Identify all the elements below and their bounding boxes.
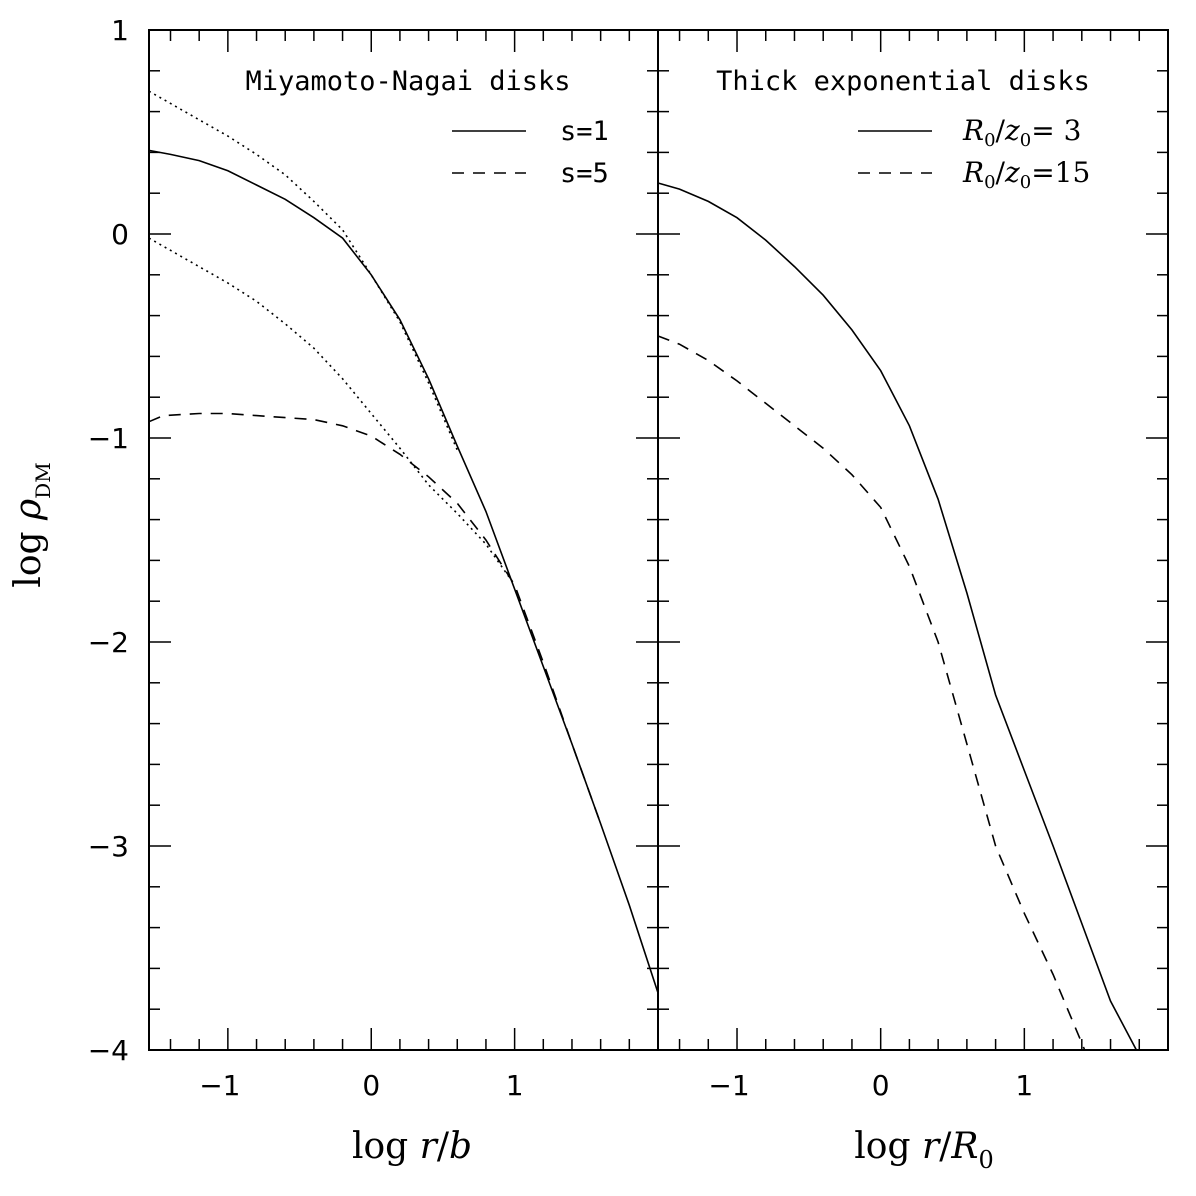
x-axis-label-left: log r/b — [352, 1126, 472, 1167]
legend-label-r15: R0/z0=15 — [962, 156, 1090, 193]
series-line-left-3 — [148, 237, 516, 586]
x-tick-label-left: 1 — [506, 1069, 524, 1102]
legend-label-s5: s=5 — [560, 158, 609, 189]
y-tick-label: −3 — [88, 830, 129, 863]
legend-value-r3: 3 — [1064, 114, 1082, 147]
x-tick-label-right: 1 — [1015, 1069, 1033, 1102]
series-line-right-1 — [657, 335, 1086, 1051]
x-tick-label-right: 0 — [872, 1069, 890, 1102]
plot-frame-right — [657, 29, 1169, 1051]
x-axis-label-right: log r/R0 — [854, 1126, 993, 1174]
x-tick-label-right: −1 — [708, 1069, 749, 1102]
x-tick-label-left: −1 — [199, 1069, 240, 1102]
y-tick-label: 0 — [111, 218, 129, 251]
series-line-right-0 — [657, 182, 1138, 1051]
legend-label-s1: s=1 — [560, 116, 609, 147]
y-tick-label: −2 — [88, 626, 129, 659]
series-line-left-1 — [148, 412, 602, 824]
y-tick-label: −1 — [88, 422, 129, 455]
panel-miyamoto-nagai: −1 0 1 1 0 −1 −2 −3 −4 — [88, 14, 659, 1102]
x-tick-label-left: 0 — [362, 1069, 380, 1102]
y-tick-label: −4 — [88, 1034, 129, 1067]
series-line-left-0 — [148, 149, 659, 994]
panel-thick-exponential: −1 0 1 — [657, 29, 1169, 1102]
y-axis-label: log ρDM — [8, 462, 55, 587]
legend-value-r15: 15 — [1055, 156, 1091, 189]
legend-label-r3: R0/z0= 3 — [962, 114, 1081, 151]
panel-title-right: Thick exponential disks — [716, 66, 1090, 97]
y-tick-label: 1 — [111, 14, 129, 47]
series-line-left-2 — [148, 90, 459, 451]
panel-title-left: Miyamoto-Nagai disks — [245, 66, 570, 97]
